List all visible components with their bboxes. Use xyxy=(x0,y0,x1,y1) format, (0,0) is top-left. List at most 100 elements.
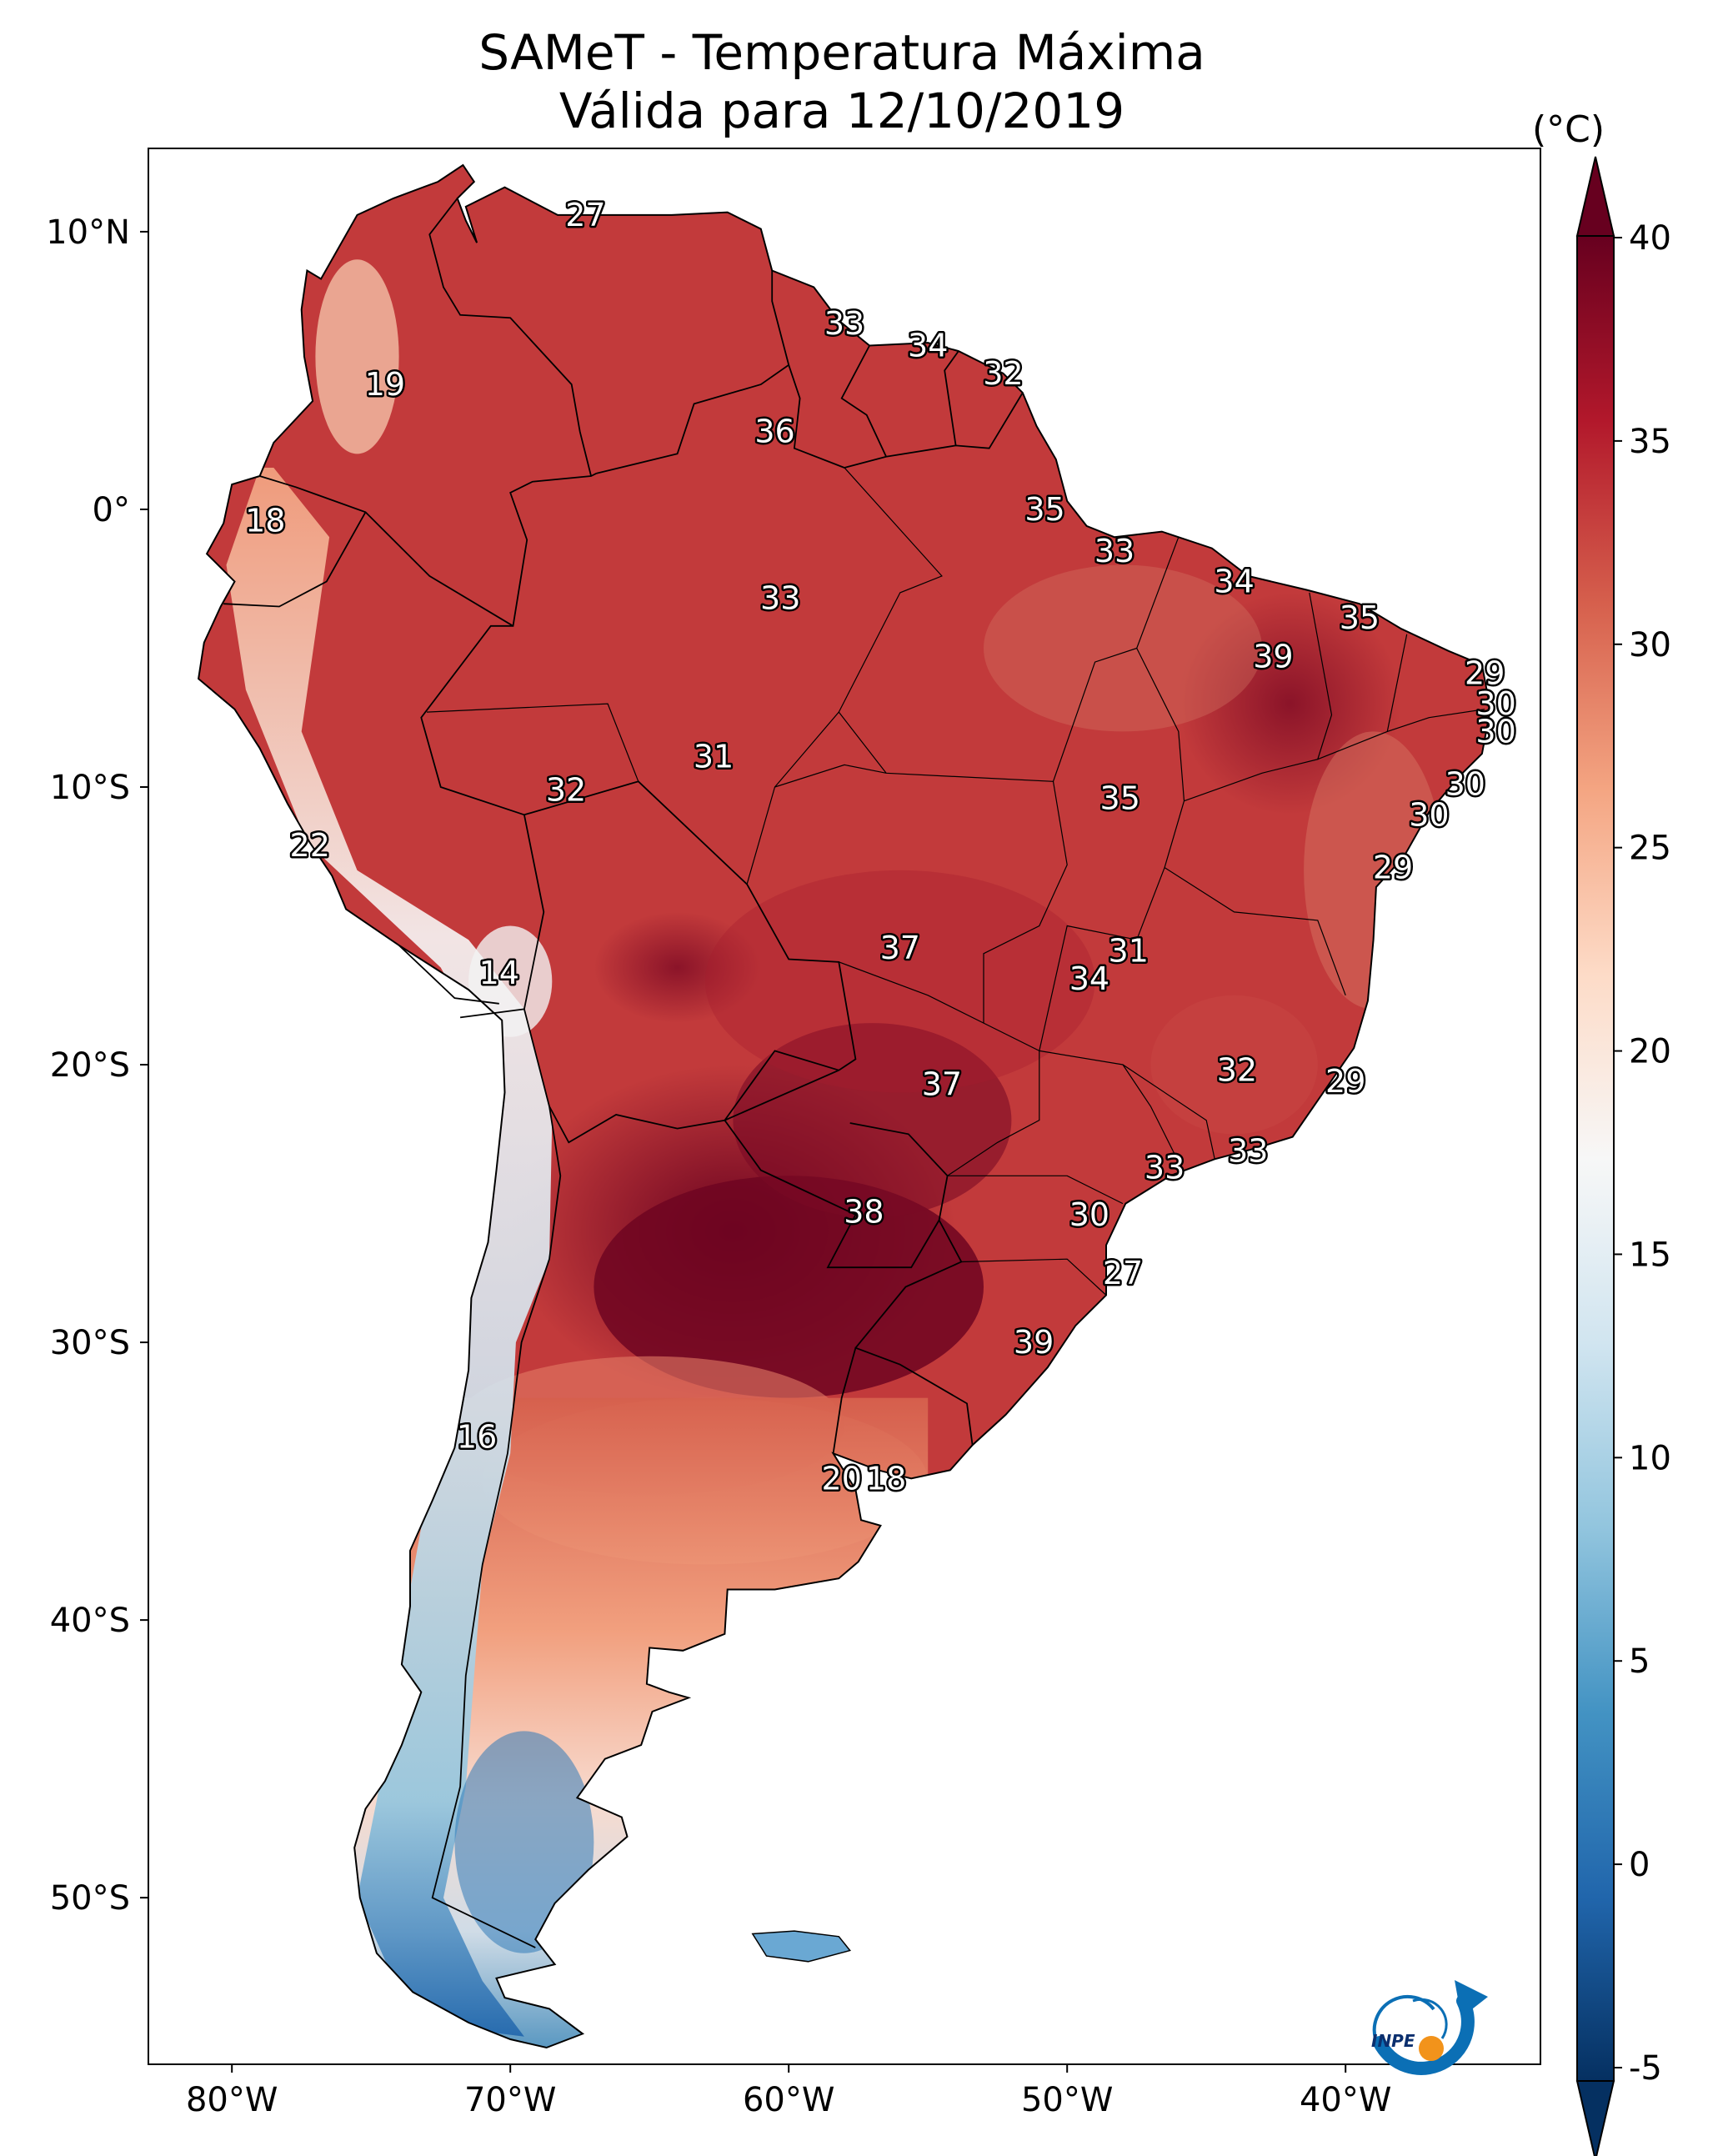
temperature-label: 27 xyxy=(565,197,605,233)
temperature-label: 39 xyxy=(1253,639,1293,675)
temperature-label: 34 xyxy=(908,328,948,364)
border-line xyxy=(724,1050,949,1269)
temperature-label: 18 xyxy=(245,502,285,539)
colorbar-unit: (°C) xyxy=(1532,108,1605,151)
border-line xyxy=(788,364,1024,469)
temperature-label: 33 xyxy=(760,580,800,617)
colorbar-tick-label: 10 xyxy=(1629,1439,1671,1477)
temperature-label: 33 xyxy=(1144,1149,1185,1186)
border-line xyxy=(832,1346,974,1454)
temperature-label: 32 xyxy=(1217,1052,1257,1089)
logo-text: INPE xyxy=(1371,2031,1415,2051)
temperature-label: 31 xyxy=(694,738,734,775)
lat-tick-label: 0° xyxy=(93,491,130,529)
state-border-line xyxy=(1386,634,1408,732)
state-border-line xyxy=(1052,537,1180,782)
colorbar-min-extend xyxy=(1575,2080,1615,2156)
temperature-label: 39 xyxy=(1014,1324,1054,1361)
south-america-land xyxy=(198,163,1491,2049)
state-border-line xyxy=(1122,1064,1180,1162)
inpe-logo-icon: INPE xyxy=(1371,1980,1488,2075)
temperature-label: 33 xyxy=(1094,533,1134,569)
lon-tick-label: 60°W xyxy=(743,2081,834,2119)
state-border-line xyxy=(523,780,639,815)
border-line xyxy=(840,345,887,458)
colorbar-max-extend xyxy=(1575,156,1615,237)
lat-tick-label: 30°S xyxy=(50,1324,130,1362)
temperature-label: 29 xyxy=(1325,1063,1365,1100)
state-border-line xyxy=(426,703,639,782)
temperature-label: 35 xyxy=(1100,780,1140,816)
lon-tick-label: 80°W xyxy=(186,2081,278,2119)
border-line xyxy=(854,1220,963,1349)
temperature-label: 37 xyxy=(880,930,920,966)
colorbar-bar xyxy=(1576,235,1615,2082)
temperature-label: 35 xyxy=(1340,599,1380,636)
lat-tick-label: 20°S xyxy=(50,1046,130,1085)
temperature-label: 34 xyxy=(1214,564,1254,600)
border-line xyxy=(431,1008,562,1948)
lon-tick-label: 50°W xyxy=(1021,2081,1113,2119)
temperature-label: 33 xyxy=(1228,1132,1268,1169)
border-line xyxy=(971,1414,1007,1446)
border-line xyxy=(944,350,959,446)
temperature-label: 29 xyxy=(1373,850,1413,886)
state-border-line xyxy=(961,1258,1107,1296)
border-line xyxy=(596,270,790,474)
lon-tick-label: 40°W xyxy=(1300,2081,1391,2119)
lat-tick-label: 10°S xyxy=(50,769,130,807)
axis-ticks: 80°W 70°W 60°W 50°W 40°W 10°N 0° 10°S 20°S 30°S 40… xyxy=(46,213,1391,2119)
state-border-line xyxy=(838,467,943,713)
state-border-line xyxy=(1039,1050,1215,1160)
colorbar-tick-label: 15 xyxy=(1629,1236,1671,1274)
lat-tick-label: 50°S xyxy=(50,1879,130,1918)
colorbar-tick-label: 40 xyxy=(1629,219,1671,258)
state-border-line xyxy=(1039,925,1137,1051)
colorbar-tick-label: 30 xyxy=(1629,626,1671,664)
temperature-label: 31 xyxy=(1109,933,1149,970)
lat-tick-label: 40°S xyxy=(50,1602,130,1640)
colorbar-tick-label: -5 xyxy=(1629,2049,1662,2088)
temperature-label: 38 xyxy=(844,1194,884,1231)
colorbar-tick-label: 20 xyxy=(1629,1033,1671,1071)
temperature-label: 18 xyxy=(866,1460,906,1497)
colorbar-tick-label: 25 xyxy=(1629,830,1671,868)
map-title: SAMeT - Temperatura Máxima Válida para 1… xyxy=(150,23,1534,140)
temperature-label: 16 xyxy=(457,1418,497,1455)
temperature-label: 14 xyxy=(479,955,519,991)
temperature-label: 37 xyxy=(922,1065,962,1102)
state-border-line xyxy=(1317,709,1485,760)
lon-tick-label: 70°W xyxy=(464,2081,556,2119)
temperature-label: 30 xyxy=(1475,685,1515,722)
state-border-line xyxy=(947,1175,1124,1205)
title-line-1: SAMeT - Temperatura Máxima xyxy=(478,24,1205,81)
temperature-label: 36 xyxy=(754,414,794,450)
border-line xyxy=(398,945,499,1005)
country-borders xyxy=(223,198,1485,1948)
falkland-islands xyxy=(751,1930,852,1963)
title-line-2: Válida para 12/10/2019 xyxy=(558,83,1125,139)
temperature-label: 30 xyxy=(1069,1196,1109,1233)
state-border-line xyxy=(1164,867,1346,996)
temperature-label: 34 xyxy=(1069,960,1109,997)
temperature-label: 19 xyxy=(365,366,405,403)
temperature-label: 32 xyxy=(546,771,586,808)
temperature-label: 33 xyxy=(824,305,864,342)
temperature-label: 22 xyxy=(290,827,330,864)
temperature-label: 30 xyxy=(1475,713,1515,750)
colorbar-tick-label: 35 xyxy=(1629,423,1671,461)
temperature-label: 29 xyxy=(1465,655,1505,692)
colorbar-tick-label: 5 xyxy=(1629,1642,1650,1681)
temperature-label: 30 xyxy=(1409,796,1449,833)
temperature-label: 27 xyxy=(1103,1255,1143,1291)
border-line xyxy=(428,198,592,477)
colorbar-tick-label: 0 xyxy=(1629,1846,1650,1884)
temperature-label: 20 xyxy=(822,1460,862,1497)
border-line xyxy=(420,472,598,816)
colorbar: 40 35 30 25 20 15 10 5 0 -5 xyxy=(1575,156,1671,2156)
temperature-label: 32 xyxy=(983,355,1023,392)
temperature-label: 35 xyxy=(1024,491,1064,528)
temperature-label: 30 xyxy=(1445,766,1485,803)
